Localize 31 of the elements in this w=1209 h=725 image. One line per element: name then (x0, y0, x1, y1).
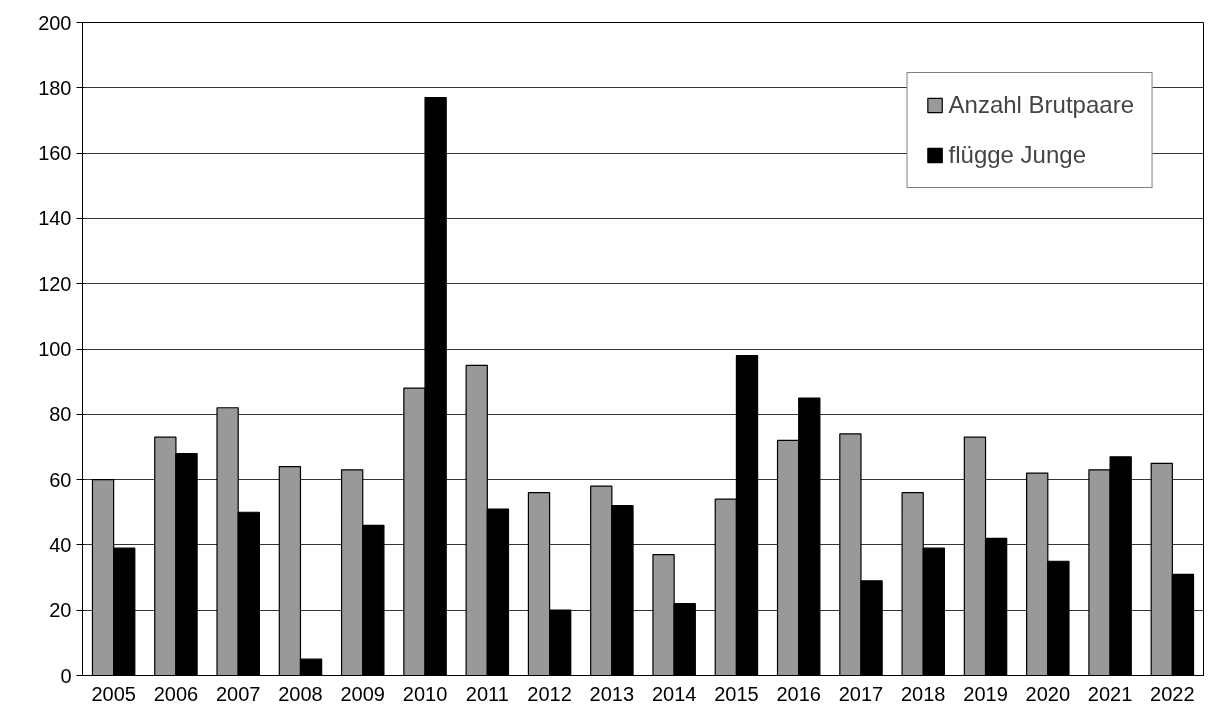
y-tick-label: 200 (38, 11, 72, 34)
x-tick-label: 2008 (278, 682, 323, 705)
x-tick-label: 2021 (1087, 682, 1133, 705)
y-tick-label: 180 (38, 76, 72, 99)
y-tick-label: 60 (49, 468, 72, 491)
y-tick-label: 80 (49, 403, 72, 426)
x-tick-label: 2020 (1025, 682, 1071, 705)
x-tick-label: 2022 (1150, 682, 1195, 705)
y-tick-label: 100 (38, 338, 72, 360)
x-tick-label: 2012 (527, 682, 572, 705)
y-tick-label: 140 (38, 207, 72, 230)
y-tick-label: 20 (49, 599, 72, 622)
x-tick-label: 2018 (901, 682, 946, 705)
y-tick-label: 160 (38, 142, 72, 165)
y-tick-label: 0 (60, 664, 72, 687)
x-tick-label: 2013 (589, 682, 635, 705)
x-tick-label: 2005 (91, 682, 136, 705)
x-tick-label: 2010 (402, 682, 448, 705)
x-tick-label: 2015 (714, 682, 759, 705)
x-tick-label: 2009 (340, 682, 385, 705)
x-tick-label: 2011 (465, 682, 509, 705)
x-tick-label: 2014 (651, 682, 697, 705)
y-tick-label: 120 (38, 272, 72, 295)
y-tick-label: 40 (49, 533, 72, 556)
x-tick-label: 2019 (963, 682, 1008, 705)
legend-label: flügge Junge (948, 141, 1086, 169)
x-tick-label: 2016 (776, 682, 821, 705)
x-tick-label: 2006 (153, 682, 199, 705)
legend-label: Anzahl Brutpaare (948, 91, 1134, 119)
x-tick-label: 2017 (838, 682, 884, 705)
x-tick-label: 2007 (215, 682, 261, 705)
